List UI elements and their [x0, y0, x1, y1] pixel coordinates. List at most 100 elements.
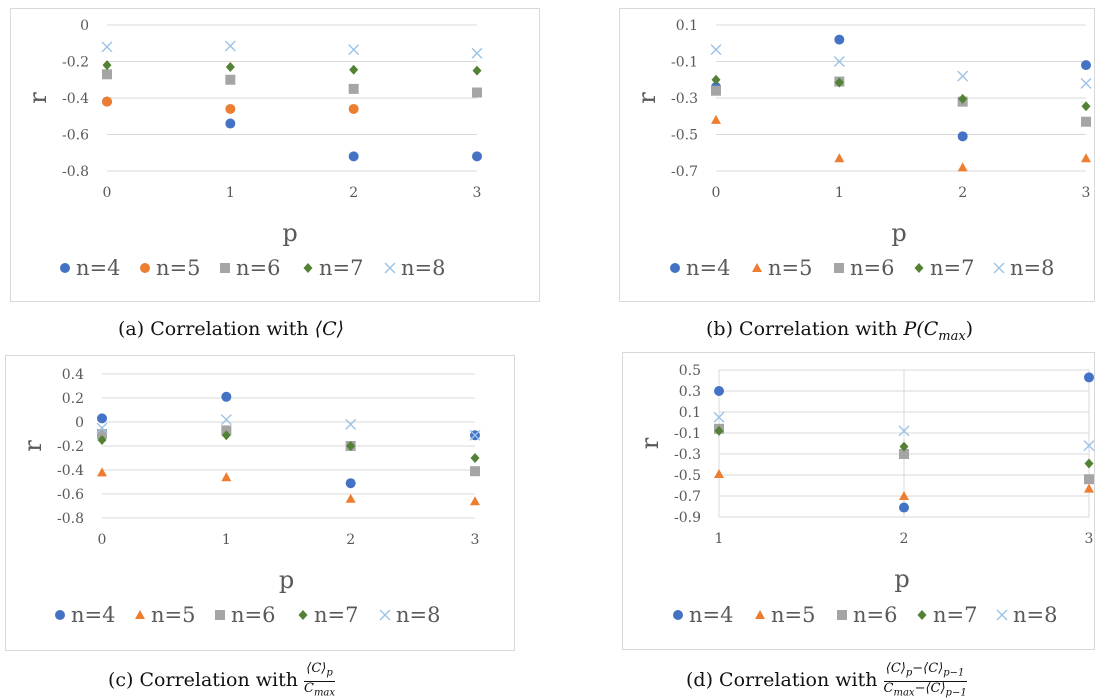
chart-panel-a: 0 -0.2 -0.4 -0.6 -0.8 0 1 2 3 p r n=4 n=5 n=6 n=7 n=8: [10, 8, 540, 302]
caption-b-sub: max: [938, 328, 966, 344]
legend-label: n=5: [771, 603, 815, 627]
x-axis-title: p: [894, 565, 909, 593]
data-point: [348, 44, 360, 56]
caption-a-text: (a) Correlation with: [118, 318, 309, 340]
data-point: [348, 151, 359, 162]
legend-label: n=8: [396, 603, 440, 627]
data-point: [97, 413, 107, 424]
x-axis-title: p: [282, 219, 297, 247]
y-tick-label: -0.8: [62, 164, 89, 180]
data-point: [102, 60, 112, 71]
data-point: [472, 87, 482, 98]
legend-marker: [303, 263, 313, 273]
legend-label: n=8: [1010, 256, 1054, 280]
x-tick-label: 3: [1082, 185, 1091, 201]
data-point: [834, 34, 845, 45]
series-n8: [710, 44, 1092, 89]
x-tick-label: 3: [471, 532, 480, 548]
series-n5: [97, 467, 480, 506]
chart-panel-b: 0.1 -0.1 -0.3 -0.5 -0.7 0 1 2 3 p r n=4 n=5 n=6 n=7 n=8: [619, 8, 1095, 302]
legend-marker: [993, 262, 1005, 274]
data-point: [899, 449, 909, 459]
series-n8: [713, 411, 1095, 452]
data-point: [1081, 153, 1091, 163]
caption-c: (c) Correlation with ⟨C⟩p Cmax: [108, 661, 336, 700]
y-axis-title: r: [636, 437, 664, 449]
data-point: [713, 411, 725, 423]
data-point: [102, 96, 112, 107]
y-tick-label: 0.2: [62, 391, 84, 407]
data-point: [957, 162, 968, 172]
caption-d-num-sub2: p−1: [943, 667, 965, 679]
chart-border: [5, 355, 515, 651]
legend-label: n=8: [1013, 603, 1057, 627]
data-point: [471, 47, 483, 59]
series-n7: [102, 60, 482, 76]
data-point: [345, 478, 356, 489]
data-point: [348, 103, 359, 114]
data-point: [899, 502, 909, 513]
y-tick-label: 0.5: [679, 363, 701, 379]
caption-c-den: C: [303, 680, 314, 696]
x-tick-label: 1: [835, 185, 844, 201]
data-point: [1084, 474, 1094, 485]
x-axis-title: p: [279, 566, 294, 594]
legend-label: n=5: [151, 603, 195, 627]
caption-d-text: (d) Correlation with: [686, 669, 878, 692]
series-n7: [97, 430, 480, 463]
data-point: [1081, 116, 1091, 127]
y-tick-label: -0.3: [674, 447, 701, 463]
data-point: [472, 151, 482, 162]
chart-a: 0 -0.2 -0.4 -0.6 -0.8 0 1 2 3 p r n=4 n=5 n=6 n=7 n=8: [10, 8, 540, 302]
legend-marker: [379, 609, 391, 621]
chart-border: [619, 8, 1095, 302]
data-point: [833, 56, 845, 67]
data-point: [97, 435, 107, 445]
caption-d: (d) Correlation with ⟨C⟩p−⟨C⟩p−1 Cmax−⟨C…: [686, 662, 967, 700]
chart-d: 0.5 0.3 0.1 -0.1 -0.3 -0.5 -0.7 -0.9 1 2 3 p r n=4 n=5…: [622, 352, 1095, 650]
data-point: [97, 467, 107, 477]
data-point: [1084, 372, 1094, 383]
series-n5: [714, 468, 1094, 500]
chart-b: 0.1 -0.1 -0.3 -0.5 -0.7 0 1 2 3 p r n=4 n=5 n=6 n=7 n=8: [619, 8, 1095, 302]
caption-d-den-sub2: p−1: [945, 687, 967, 699]
data-point: [1083, 440, 1095, 452]
data-point: [345, 493, 356, 503]
y-tick-label: -0.5: [671, 128, 698, 144]
caption-d-num: ⟨C⟩: [885, 661, 906, 676]
caption-a-math: ⟨C⟩: [314, 318, 345, 340]
caption-c-num-sub: p: [326, 667, 333, 679]
legend-label: n=5: [768, 256, 812, 280]
data-point: [834, 153, 845, 163]
data-point: [711, 114, 721, 124]
legend-label: n=5: [156, 256, 200, 280]
legend-marker: [55, 610, 65, 620]
y-tick-label: -0.2: [57, 439, 84, 455]
y-tick-label: -0.4: [57, 463, 84, 479]
x-tick-label: 1: [226, 185, 235, 201]
legend-label: n=8: [401, 256, 445, 280]
data-point: [349, 64, 359, 75]
legend-label: n=7: [319, 256, 363, 280]
caption-c-num: ⟨C⟩: [306, 661, 327, 676]
y-tick-label: 0.1: [676, 18, 698, 34]
data-point: [225, 103, 236, 114]
data-point: [899, 491, 909, 500]
x-tick-label: 2: [900, 531, 909, 547]
x-tick-label: 3: [1085, 531, 1094, 547]
x-tick-label: 2: [958, 185, 967, 201]
data-point: [1081, 60, 1091, 71]
y-tick-label: -0.7: [674, 489, 701, 505]
legend-label: n=7: [314, 603, 358, 627]
data-point: [470, 453, 480, 463]
legend-marker: [996, 609, 1008, 621]
data-point: [957, 131, 968, 142]
y-tick-label: -0.6: [62, 128, 89, 144]
data-point: [714, 468, 724, 478]
y-tick-label: -0.6: [57, 487, 84, 503]
y-tick-label: -0.1: [671, 55, 698, 71]
series-n5: [711, 114, 1091, 172]
series-n8: [96, 414, 481, 441]
x-tick-label: 0: [98, 532, 107, 548]
series-n7: [711, 74, 1091, 112]
